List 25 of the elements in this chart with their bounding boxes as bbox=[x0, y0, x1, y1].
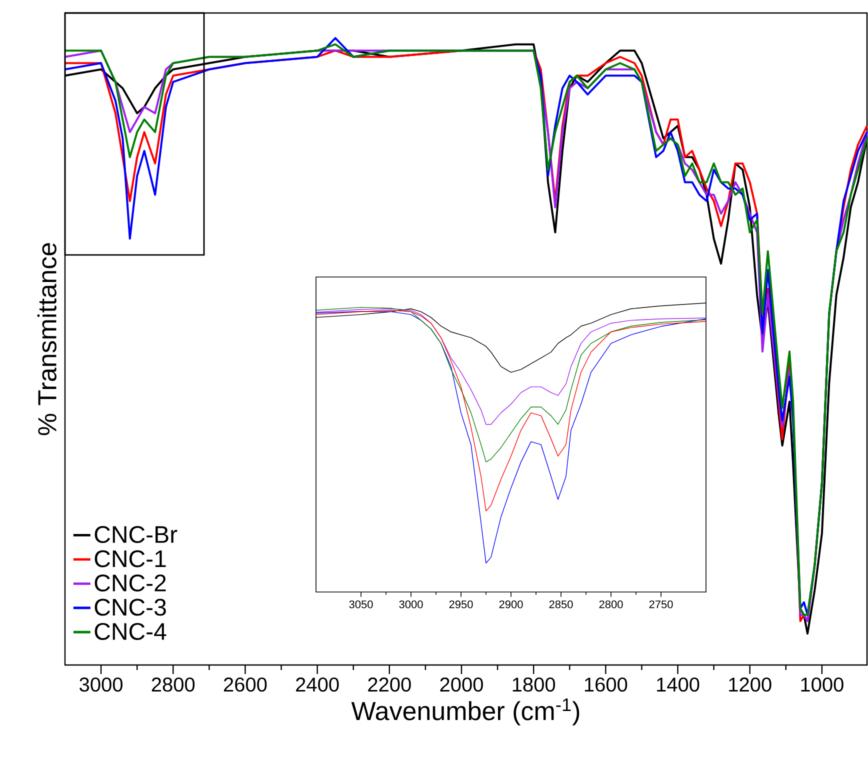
x-tick-label: 1400 bbox=[657, 678, 700, 692]
legend-label: CNC-2 bbox=[94, 574, 166, 592]
x-tick-label: 3000 bbox=[399, 600, 423, 608]
y-axis-title: % Transmittance bbox=[37, 243, 56, 436]
x-tick-label: 2600 bbox=[224, 678, 267, 692]
x-tick-label: 2750 bbox=[649, 600, 673, 608]
x-tick-label: 2950 bbox=[449, 600, 473, 608]
x-tick-label: 3050 bbox=[349, 600, 373, 608]
legend-label: CNC-1 bbox=[94, 550, 166, 568]
legend-label: CNC-3 bbox=[94, 598, 166, 616]
x-tick-label: 1200 bbox=[729, 678, 772, 692]
x-tick-label: 2400 bbox=[296, 678, 339, 692]
legend-label: CNC-4 bbox=[94, 622, 166, 640]
x-tick-label: 2900 bbox=[499, 600, 523, 608]
x-tick-label: 1800 bbox=[512, 678, 556, 692]
x-axis-title: Wavenumber (cm$^{-1}$) bbox=[351, 698, 580, 726]
x-tick-label: 2000 bbox=[440, 678, 483, 692]
x-tick-label: 2200 bbox=[368, 678, 411, 692]
x-tick-label: 2850 bbox=[549, 600, 573, 608]
x-tick-label: 2800 bbox=[152, 678, 195, 692]
legend-label: CNC-Br bbox=[94, 526, 178, 544]
x-tick-label: 2800 bbox=[599, 600, 623, 608]
x-tick-label: 1600 bbox=[584, 678, 628, 692]
x-tick-label: 3000 bbox=[80, 678, 122, 692]
x-tick-label: 1000 bbox=[801, 678, 844, 692]
